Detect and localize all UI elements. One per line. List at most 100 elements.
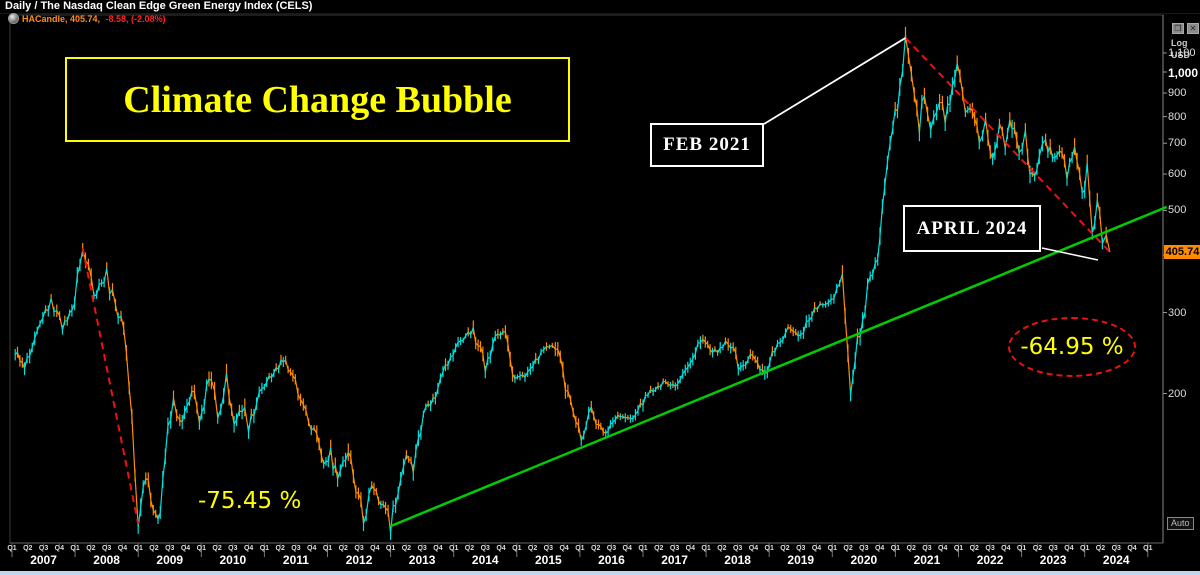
feb-2021-label: FEB 2021 (663, 134, 751, 155)
quarter-label: Q1 (1143, 545, 1153, 552)
quarter-label: Q3 (606, 545, 617, 552)
year-label: 2013 (408, 553, 436, 567)
year-label: 2009 (156, 553, 184, 567)
quarter-label: Q1 (70, 545, 80, 552)
restore-window-icon[interactable]: ❐ (1172, 23, 1184, 34)
quarter-label: Q1 (764, 545, 774, 552)
y-tick-label: 300 (1168, 306, 1187, 319)
headline-annotation-box[interactable]: Climate Change Bubble (65, 57, 570, 142)
year-label: 2007 (30, 553, 57, 567)
quarter-label: Q4 (811, 545, 822, 552)
quarter-label: Q4 (622, 545, 632, 552)
quarter-label: Q1 (953, 545, 964, 552)
quarter-label: Q2 (527, 545, 538, 552)
feb-2021-pointer-line (763, 37, 906, 125)
quarter-label: Q3 (859, 545, 869, 552)
year-label: 2022 (976, 553, 1004, 567)
quarter-label: Q1 (385, 545, 396, 552)
decline-2021-ellipse[interactable]: -64.95 % (1008, 317, 1136, 377)
quarter-label: Q4 (1127, 545, 1137, 552)
quarter-label: Q3 (480, 545, 490, 552)
quarter-label: Q4 (748, 545, 759, 552)
decline-trend-line[interactable] (81, 247, 140, 525)
year-label: 2014 (471, 553, 499, 567)
quarter-label: Q1 (7, 545, 17, 552)
decline-2008-label[interactable]: -75.45 % (198, 488, 302, 514)
quarter-label: Q1 (638, 545, 648, 552)
quarter-label: Q4 (685, 545, 695, 552)
quarter-label: Q4 (559, 545, 569, 552)
year-label: 2023 (1039, 553, 1067, 567)
quarter-label: Q1 (133, 545, 143, 552)
y-tick-label: 1,100 (1168, 46, 1196, 59)
title-bar: Daily / The Nasdaq Clean Edge Green Ener… (0, 0, 1200, 14)
year-label: 2021 (913, 553, 941, 567)
quarter-label: Q2 (338, 545, 348, 552)
quarter-label: Q3 (985, 545, 995, 552)
quarter-label: Q4 (874, 545, 885, 552)
decline-trend-line[interactable] (904, 37, 1111, 253)
quarter-label: Q1 (512, 545, 522, 552)
quarter-label: Q4 (938, 545, 948, 552)
year-label: 2010 (219, 553, 247, 567)
auto-scale-button[interactable]: Auto (1167, 517, 1194, 530)
year-label: 2011 (282, 553, 309, 567)
y-tick-label: 900 (1168, 87, 1187, 100)
quarter-label: Q2 (1095, 545, 1106, 552)
feb-2021-callout[interactable]: FEB 2021 (650, 123, 764, 167)
quarter-label: Q2 (717, 545, 727, 552)
y-tick-label: 1,000 (1168, 66, 1199, 80)
quarter-label: Q2 (212, 545, 222, 552)
series-legend-value: HACandle, 405.74, (22, 13, 103, 24)
quarter-label: Q1 (890, 545, 901, 552)
year-label: 2015 (534, 553, 562, 567)
quarter-label: Q2 (780, 545, 790, 552)
headline-text: Climate Change Bubble (123, 78, 512, 121)
april-2024-label: APRIL 2024 (916, 217, 1028, 239)
quarter-label: Q3 (354, 545, 364, 552)
quarter-label: Q4 (180, 545, 191, 552)
y-tick-label: 500 (1168, 204, 1187, 217)
quarter-label: Q4 (307, 545, 317, 552)
quarter-label: Q1 (196, 545, 206, 552)
year-label: 2017 (661, 553, 688, 567)
window-bottom-border (0, 571, 1200, 575)
quarter-label: Q1 (827, 545, 837, 552)
quarter-label: Q3 (417, 545, 427, 552)
quarter-label: Q3 (922, 545, 932, 552)
quarter-label: Q1 (701, 545, 711, 552)
year-label: 2018 (724, 553, 751, 567)
quarter-label: Q2 (654, 545, 664, 552)
close-window-icon[interactable]: ✕ (1187, 23, 1199, 34)
quarter-label: Q3 (165, 545, 175, 552)
currency-label: USD (1171, 50, 1191, 60)
year-label: 2024 (1102, 553, 1130, 567)
support-trend-line[interactable] (390, 205, 1168, 528)
series-legend-change: -8.58, (-2.08%) (105, 13, 166, 24)
quarter-label: Q3 (1048, 545, 1058, 552)
quarter-label: Q4 (496, 545, 506, 552)
quarter-label: Q3 (1111, 545, 1121, 552)
series-marker-icon[interactable] (8, 13, 19, 24)
y-tick-label: 200 (1168, 387, 1187, 400)
quarter-label: Q4 (1001, 545, 1011, 552)
quarter-label: Q2 (1032, 545, 1043, 552)
quarter-label: Q1 (1016, 545, 1027, 552)
quarter-label: Q4 (370, 545, 380, 552)
year-label: 2012 (345, 553, 373, 567)
quarter-label: Q3 (796, 545, 806, 552)
quarter-label: Q3 (101, 545, 112, 552)
quarter-label: Q3 (543, 545, 554, 552)
series-legend: HACandle, 405.74, -8.58, (-2.08%) (8, 13, 166, 24)
scale-type-label[interactable]: Log (1171, 38, 1188, 48)
year-label: 2016 (598, 553, 625, 567)
last-price-tag: 405.74 (1164, 245, 1200, 259)
quarter-label: Q3 (291, 545, 301, 552)
quarter-label: Q2 (149, 545, 159, 552)
year-label: 2019 (787, 553, 815, 567)
april-2024-callout[interactable]: APRIL 2024 (903, 205, 1041, 252)
quarter-label: Q3 (669, 545, 680, 552)
y-tick-label: 800 (1168, 110, 1187, 123)
